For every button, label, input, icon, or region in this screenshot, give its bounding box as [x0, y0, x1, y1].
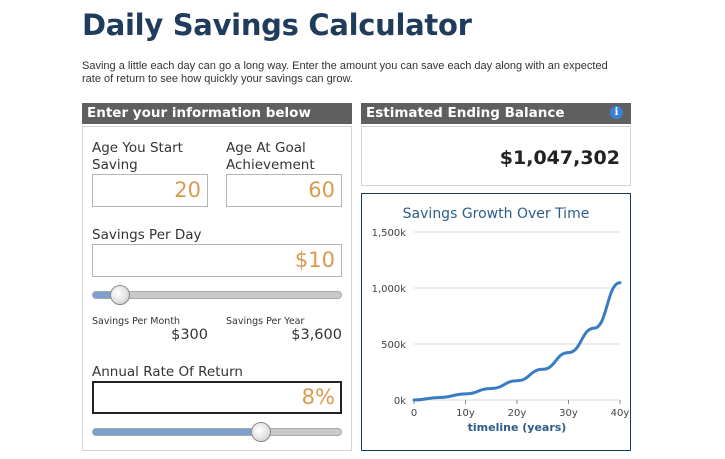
- savings-growth-chart: Savings Growth Over Time 0k 500k 1,000k 1,5…: [361, 193, 631, 451]
- age-start-input[interactable]: 20: [92, 174, 208, 207]
- info-icon[interactable]: i: [610, 106, 623, 119]
- age-goal-label: Age At Goal Achievement: [226, 140, 315, 173]
- savings-per-day-slider-fill: [93, 292, 121, 298]
- ending-balance-box: $1,047,302: [361, 126, 631, 186]
- results-panel-header: Estimated Ending Balance i: [361, 103, 631, 124]
- rate-of-return-slider-handle[interactable]: [250, 422, 271, 442]
- savings-per-year-label: Savings Per Year: [226, 316, 305, 327]
- page-title: Daily Savings Calculator: [82, 8, 472, 42]
- series-line: [412, 281, 622, 402]
- age-start-label: Age You Start Saving: [92, 140, 183, 173]
- inputs-panel: Age You Start Saving Age At Goal Achieve…: [82, 126, 352, 451]
- x-tick-label: 20y: [508, 408, 527, 419]
- x-tick-label: 40y: [611, 408, 630, 419]
- y-tick-label: 1,500k: [372, 228, 407, 239]
- savings-per-day-label: Savings Per Day: [92, 227, 202, 243]
- ending-balance-value: $1,047,302: [499, 147, 620, 169]
- y-tick-label: 0k: [394, 396, 406, 407]
- results-panel-title: Estimated Ending Balance: [366, 105, 565, 121]
- x-tick-label: 0: [411, 408, 417, 419]
- y-tick-label: 500k: [381, 340, 406, 351]
- rate-of-return-label: Annual Rate Of Return: [92, 364, 243, 380]
- inputs-panel-header: Enter your information below: [82, 103, 352, 124]
- x-tick-label: 10y: [456, 408, 475, 419]
- x-axis-title: timeline (years): [468, 421, 567, 434]
- savings-per-day-slider[interactable]: [92, 285, 342, 305]
- rate-of-return-input[interactable]: 8%: [92, 381, 342, 414]
- rate-of-return-slider-fill: [93, 429, 261, 435]
- chart-svg: Savings Growth Over Time 0k 500k 1,000k 1,5…: [372, 206, 630, 434]
- age-goal-input[interactable]: 60: [226, 174, 342, 207]
- savings-per-year-value: $3,600: [291, 327, 342, 343]
- chart-title: Savings Growth Over Time: [403, 206, 590, 222]
- savings-per-month-value: $300: [171, 327, 208, 343]
- y-tick-label: 1,000k: [372, 284, 407, 295]
- rate-of-return-slider[interactable]: [92, 422, 342, 442]
- savings-per-day-slider-handle[interactable]: [110, 285, 131, 305]
- savings-per-month-label: Savings Per Month: [92, 316, 181, 327]
- x-tick-label: 30y: [559, 408, 578, 419]
- intro-text: Saving a little each day can go a long w…: [82, 60, 608, 85]
- savings-per-day-input[interactable]: $10: [92, 244, 342, 277]
